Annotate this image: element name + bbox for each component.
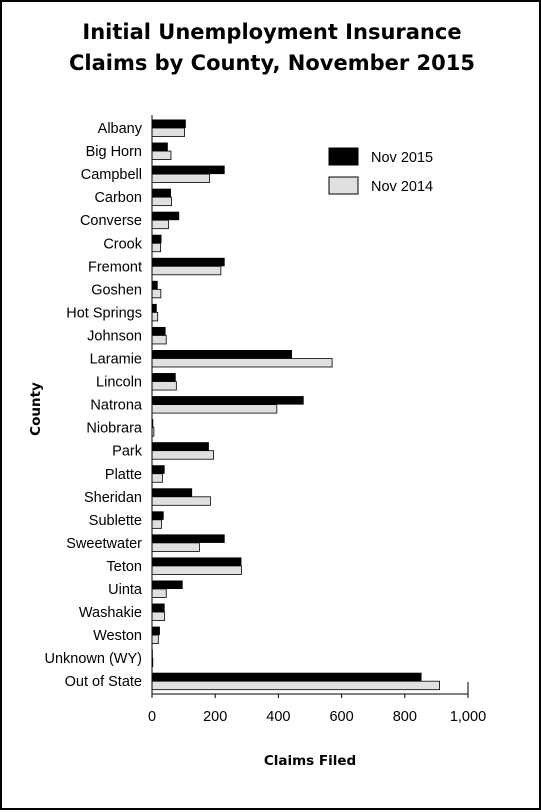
bar-nov-2015-sublette: [152, 511, 164, 520]
category-label-converse: Converse: [80, 213, 142, 229]
bar-nov-2015-laramie: [152, 350, 292, 359]
bar-nov-2014-weston: [151, 634, 159, 644]
y-axis-title: County: [28, 382, 44, 436]
bar-nov-2014-big-horn: [151, 150, 172, 160]
bar-nov-2015-hot-springs: [152, 303, 157, 313]
x-axis-title: Claims Filed: [264, 753, 356, 769]
bar-nov-2015-out-of-state: [152, 672, 422, 682]
bar-nov-2015-goshen: [152, 280, 158, 290]
bar-nov-2014-johnson: [151, 335, 167, 345]
bar-nov-2015-johnson: [152, 326, 166, 336]
bar-nov-2014-fremont: [151, 265, 222, 276]
category-label-fremont: Fremont: [88, 259, 142, 275]
bar-nov-2014-uinta: [151, 588, 167, 598]
x-tick-label-600: 600: [329, 709, 353, 725]
category-label-platte: Platte: [105, 467, 142, 483]
bar-nov-2015-park: [152, 442, 209, 451]
bar-nov-2014-sublette: [151, 519, 162, 529]
bar-nov-2015-sheridan: [152, 488, 193, 497]
category-label-natrona: Natrona: [90, 398, 143, 414]
x-tick-label-0: 0: [148, 709, 156, 725]
bar-nov-2014-lincoln: [151, 381, 177, 391]
bar-nov-2014-carbon: [151, 196, 172, 207]
bar-nov-2014-natrona: [151, 404, 278, 414]
bar-nov-2015-crook: [152, 234, 162, 244]
x-tick-label-800: 800: [393, 709, 417, 725]
bar-nov-2015-natrona: [152, 396, 304, 405]
legend: Nov 2015 Nov 2014: [328, 147, 433, 195]
category-label-campbell: Campbell: [81, 167, 142, 183]
legend-swatch-nov-2014: [328, 176, 359, 195]
bar-nov-2014-teton: [151, 565, 242, 575]
category-label-niobrara: Niobrara: [86, 421, 143, 437]
bar-nov-2015-converse: [152, 211, 180, 221]
bar-nov-2015-platte: [152, 465, 165, 474]
bar-nov-2015-fremont: [152, 257, 225, 267]
category-label-laramie: Laramie: [90, 352, 142, 368]
category-label-big-horn: Big Horn: [86, 144, 142, 160]
x-axis: 0 200 400 600 800 1,000: [148, 115, 486, 725]
bar-nov-2015-albany: [152, 119, 186, 128]
chart-title-line-1: Initial Unemployment Insurance: [82, 20, 461, 44]
category-label-sublette: Sublette: [89, 513, 142, 529]
category-label-hot-springs: Hot Springs: [66, 305, 142, 321]
category-label-sheridan: Sheridan: [84, 490, 142, 506]
bar-nov-2014-sheridan: [151, 496, 211, 506]
legend-label-nov-2015: Nov 2015: [371, 150, 433, 166]
category-label-carbon: Carbon: [94, 190, 142, 206]
bar-nov-2015-sweetwater: [152, 534, 225, 543]
category-label-park: Park: [112, 444, 143, 460]
category-label-out-of-state: Out of State: [65, 674, 142, 690]
bar-nov-2014-campbell: [151, 173, 210, 184]
category-label-unknown-wy: Unknown (WY): [45, 651, 143, 667]
bar-nov-2014-platte: [151, 473, 163, 483]
category-label-lincoln: Lincoln: [96, 375, 142, 391]
category-label-uinta: Uinta: [108, 582, 143, 598]
category-label-washakie: Washakie: [79, 605, 142, 621]
bar-nov-2014-park: [151, 450, 215, 460]
bar-nov-2015-campbell: [152, 165, 225, 175]
bar-nov-2014-goshen: [151, 288, 162, 299]
bar-nov-2014-converse: [151, 219, 169, 230]
category-label-weston: Weston: [93, 628, 142, 644]
bar-nov-2014-sweetwater: [151, 542, 200, 552]
x-tick-label-400: 400: [266, 709, 290, 725]
category-label-crook: Crook: [103, 236, 142, 252]
category-label-johnson: Johnson: [87, 328, 142, 344]
bar-nov-2014-crook: [151, 242, 161, 253]
legend-swatch-nov-2015: [328, 147, 359, 166]
legend-label-nov-2014: Nov 2014: [371, 179, 433, 195]
bar-nov-2015-carbon: [152, 188, 171, 198]
bar-nov-2014-out-of-state: [151, 680, 440, 691]
bar-nov-2015-washakie: [152, 603, 165, 613]
plot-area: Albany Big Horn Campbell Carbon Converse Croo…: [45, 119, 440, 691]
bar-nov-2014-washakie: [151, 611, 166, 621]
bar-nov-2015-teton: [152, 557, 242, 566]
bar-nov-2014-hot-springs: [151, 311, 159, 322]
bar-nov-2015-lincoln: [152, 373, 176, 382]
bar-nov-2014-albany: [151, 127, 185, 137]
category-label-teton: Teton: [107, 559, 142, 575]
bar-nov-2014-laramie: [151, 358, 333, 368]
bar-nov-2015-uinta: [152, 580, 183, 589]
bar-nov-2015-weston: [152, 626, 160, 636]
category-label-sweetwater: Sweetwater: [66, 536, 142, 552]
category-label-albany: Albany: [98, 121, 143, 137]
category-label-goshen: Goshen: [91, 282, 142, 298]
bar-nov-2015-big-horn: [152, 142, 168, 152]
x-tick-label-1-000: 1,000: [450, 709, 486, 725]
x-tick-label-200: 200: [203, 709, 227, 725]
bar-nov-2015-niobrara: [152, 419, 154, 428]
chart-title-line-2: Claims by County, November 2015: [69, 51, 475, 75]
